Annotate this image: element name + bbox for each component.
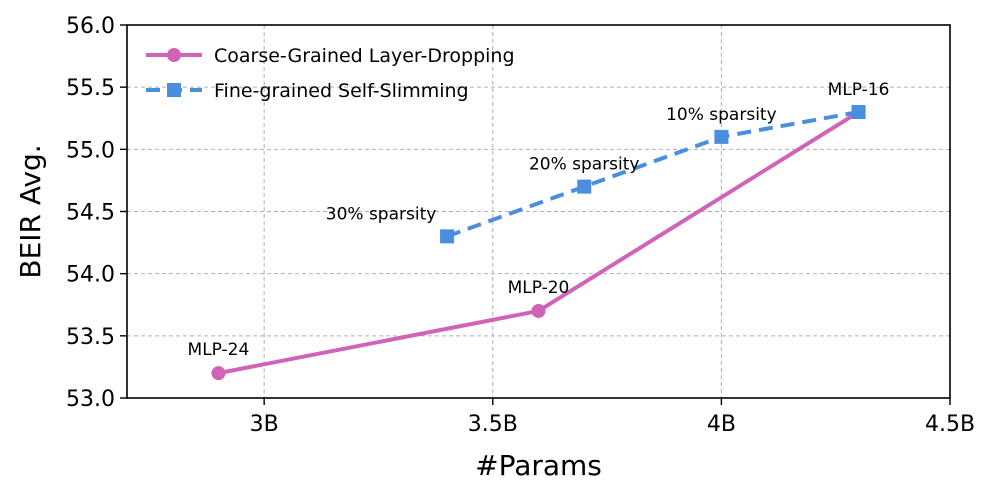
legend-marker-2 — [167, 83, 181, 97]
grid-lines — [127, 25, 950, 398]
point-annotation: 20% sparsity — [529, 155, 640, 175]
x-tick-label: 3.5B — [468, 412, 518, 437]
y-tick-label: 54.5 — [66, 201, 115, 226]
data-point-2 — [577, 179, 592, 194]
legend-marker-1 — [167, 48, 181, 62]
y-tick-label: 55.0 — [66, 138, 115, 163]
series-lines — [211, 105, 866, 381]
point-annotations: MLP-24 MLP-20 30% sparsity 20% sparsity 10% … — [188, 80, 890, 360]
y-tick-label: 53.0 — [66, 387, 115, 412]
point-annotation: 10% sparsity — [666, 105, 777, 125]
y-tick-label: 55.5 — [66, 76, 115, 101]
series-line-2 — [446, 110, 859, 239]
legend-label-2: Fine-grained Self-Slimming — [214, 80, 469, 102]
series-line-1 — [218, 110, 860, 376]
y-tick-label: 54.0 — [66, 263, 115, 288]
point-annotation: 30% sparsity — [326, 204, 437, 224]
point-annotation: MLP-16 — [828, 80, 890, 100]
y-tick-label: 53.5 — [66, 325, 115, 350]
x-tick-label: 3B — [250, 412, 279, 437]
data-point-2 — [714, 129, 729, 144]
point-annotation: MLP-24 — [188, 340, 250, 360]
x-axis-title: #Params — [475, 449, 602, 482]
data-point-2 — [851, 105, 866, 120]
axes: 3B 3.5B 4B 4.5B 53.0 53.5 54.0 54.5 55.0 55.5 56.0 — [66, 14, 975, 437]
y-tick-label: 56.0 — [66, 14, 115, 39]
data-point-1 — [531, 303, 546, 318]
data-point-1 — [211, 366, 226, 381]
point-annotation: MLP-20 — [508, 278, 570, 298]
legend: Coarse-Grained Layer-Dropping Fine-graine… — [146, 45, 515, 102]
y-axis-title: BEIR Avg. — [14, 144, 47, 278]
x-tick-label: 4.5B — [925, 412, 975, 437]
legend-label-1: Coarse-Grained Layer-Dropping — [214, 45, 515, 67]
x-tick-label: 4B — [707, 412, 736, 437]
data-point-2 — [440, 229, 455, 244]
